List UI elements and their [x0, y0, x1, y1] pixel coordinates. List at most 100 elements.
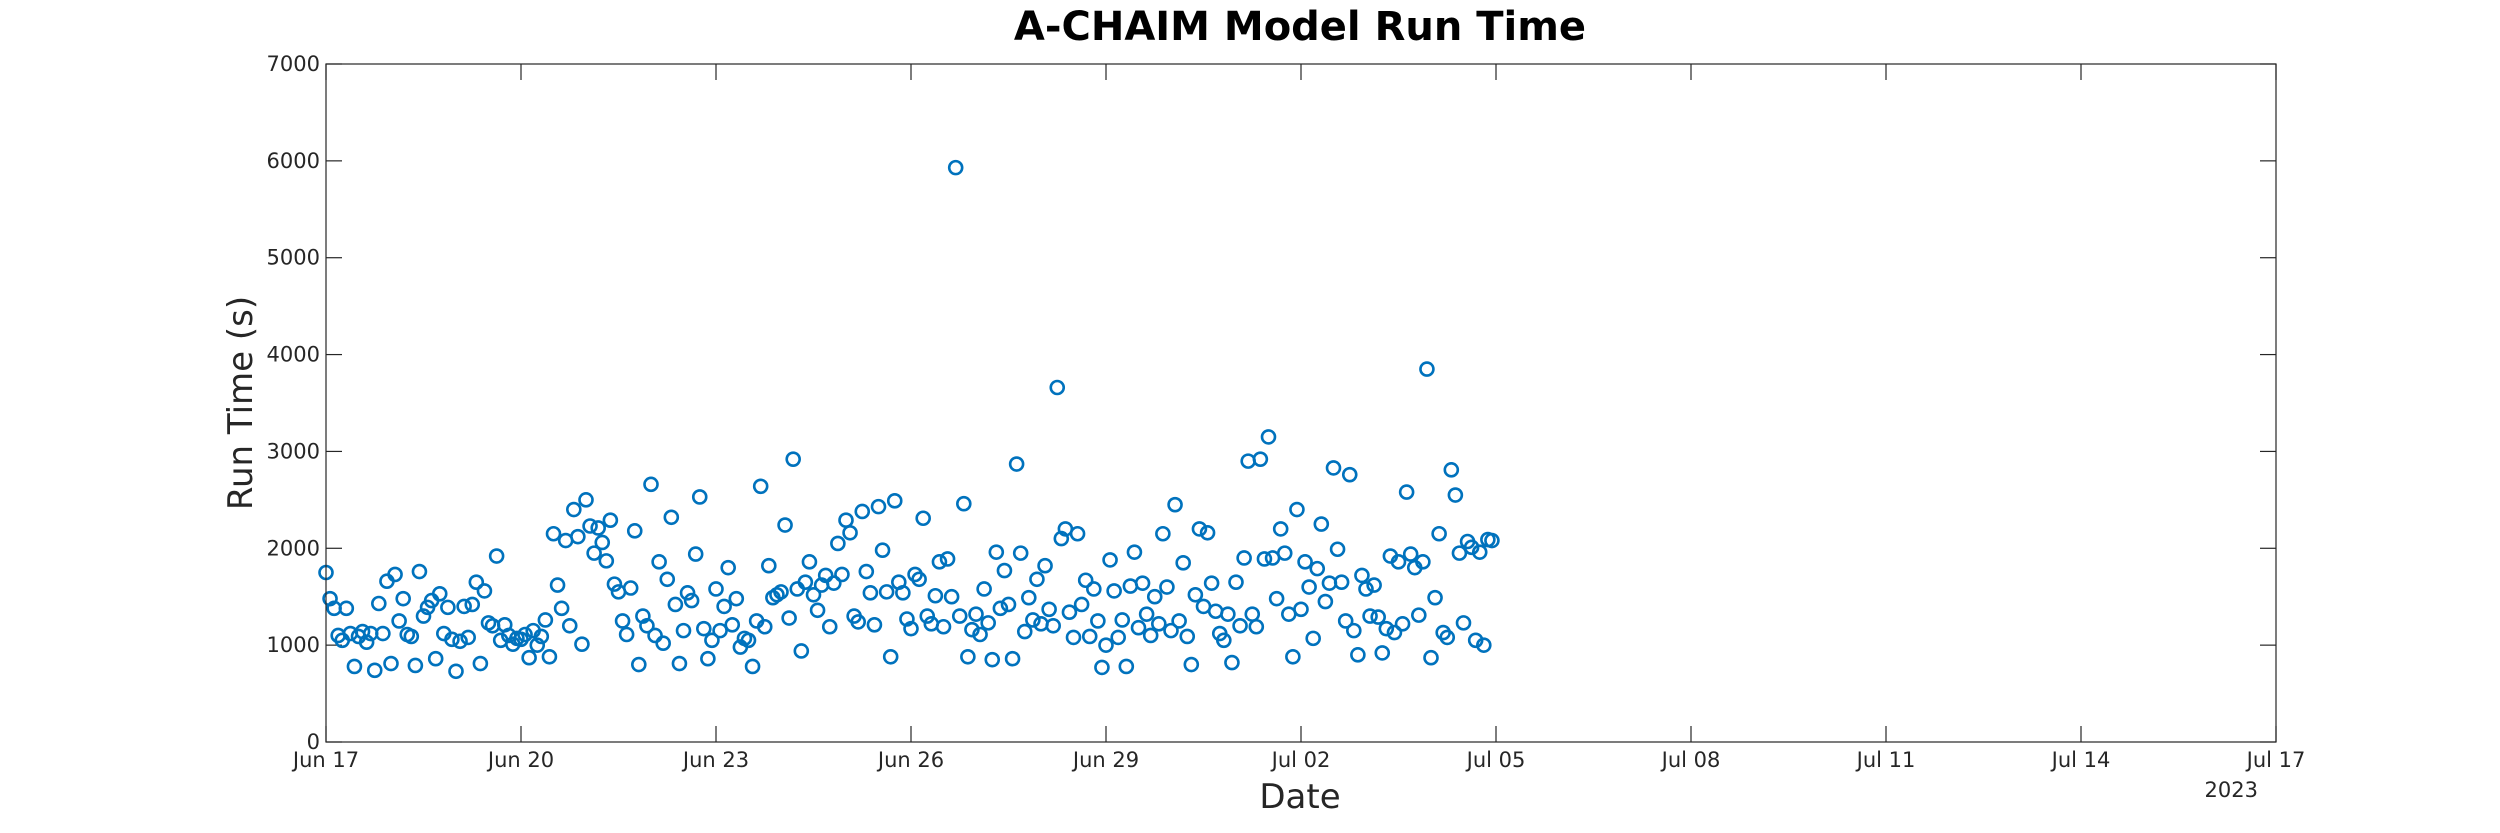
data-point — [866, 617, 883, 633]
data-point — [659, 571, 676, 588]
data-point — [1142, 627, 1159, 644]
data-point — [1183, 656, 1200, 673]
x-axis: Jun 17 Jun 20 Jun 23 Jun 26 Jun 29 Jul 02 Jul … — [291, 64, 2305, 772]
data-point — [1021, 589, 1037, 606]
data-point — [1350, 647, 1366, 663]
data-point — [594, 534, 611, 551]
data-point — [728, 590, 745, 607]
data-point — [915, 510, 931, 527]
data-point — [781, 610, 797, 626]
y-axis-label: Run Time (s) — [221, 296, 261, 510]
data-point — [992, 600, 1009, 617]
data-point — [1167, 496, 1183, 513]
data-point — [1041, 601, 1057, 618]
data-point — [529, 637, 546, 653]
data-point — [956, 495, 972, 512]
data-point — [939, 551, 956, 567]
data-point — [1301, 579, 1317, 595]
data-point — [797, 574, 814, 590]
data-point — [456, 598, 472, 615]
data-point — [1268, 590, 1285, 607]
data-point — [602, 512, 619, 528]
data-point — [553, 600, 570, 617]
x-tick-label: Jun 26 — [876, 748, 944, 772]
x-axis-year-label: 2023 — [2205, 778, 2258, 802]
data-point — [639, 617, 655, 634]
data-point — [1358, 581, 1374, 597]
data-point — [517, 626, 533, 643]
data-point — [1073, 596, 1090, 613]
data-point — [1110, 629, 1126, 646]
data-point — [834, 566, 850, 583]
data-point — [1423, 649, 1439, 666]
data-point — [777, 517, 793, 533]
data-point — [1171, 613, 1187, 629]
data-point — [821, 618, 838, 635]
data-point — [870, 498, 887, 515]
data-point — [1065, 629, 1082, 646]
data-point — [1272, 521, 1289, 537]
data-point — [716, 598, 732, 615]
x-axis-label: Date — [1259, 777, 1340, 817]
data-point — [1447, 487, 1464, 503]
data-point — [578, 492, 594, 508]
data-point — [1118, 658, 1135, 675]
data-point — [375, 625, 391, 642]
data-point — [1476, 637, 1492, 653]
data-point — [858, 563, 875, 580]
data-point — [1216, 632, 1232, 649]
x-tick-label: Jun 20 — [486, 748, 554, 772]
data-point — [533, 628, 550, 645]
data-point — [1305, 630, 1321, 647]
data-point — [549, 577, 566, 593]
data-point — [1102, 552, 1118, 568]
data-point — [1411, 607, 1427, 623]
data-point — [919, 608, 936, 624]
data-point — [371, 595, 387, 612]
data-point — [850, 614, 866, 630]
y-axis: 0 1000 2000 3000 4000 5000 6000 7000 — [267, 52, 2276, 754]
data-point — [1179, 628, 1196, 645]
data-point — [943, 588, 960, 605]
data-point — [590, 520, 606, 536]
data-point — [1313, 516, 1330, 532]
data-point — [931, 554, 948, 570]
data-point — [817, 567, 834, 584]
data-point — [1325, 460, 1342, 476]
data-point — [1114, 612, 1131, 628]
data-point — [440, 599, 456, 616]
data-point — [1000, 596, 1017, 613]
data-point — [1244, 606, 1261, 622]
data-point — [366, 662, 383, 679]
data-point — [1049, 379, 1066, 396]
x-tick-label: Jul 05 — [1465, 748, 1526, 772]
data-point — [1329, 541, 1346, 558]
data-point — [826, 575, 842, 591]
y-tick-label: 7000 — [267, 52, 320, 76]
data-point — [635, 608, 651, 624]
data-point — [1276, 545, 1293, 561]
data-point — [541, 648, 558, 665]
data-point — [618, 626, 635, 643]
data-point — [651, 554, 667, 570]
data-point — [1260, 429, 1277, 445]
data-point — [667, 596, 684, 613]
data-point — [773, 584, 789, 600]
data-point — [1155, 525, 1171, 542]
data-point — [1236, 550, 1252, 566]
data-point — [1098, 637, 1114, 653]
data-point — [691, 489, 708, 505]
data-point — [598, 553, 615, 569]
x-tick-label: Jul 11 — [1855, 748, 1916, 772]
data-point — [1053, 530, 1070, 547]
data-point — [996, 562, 1013, 579]
data-point — [452, 633, 468, 650]
data-point — [472, 655, 489, 672]
data-point — [1187, 586, 1204, 603]
data-point — [927, 587, 944, 604]
data-point — [1484, 532, 1500, 549]
data-point — [960, 648, 976, 665]
data-point — [444, 631, 460, 648]
data-point — [1427, 589, 1443, 606]
data-point — [1370, 609, 1386, 625]
